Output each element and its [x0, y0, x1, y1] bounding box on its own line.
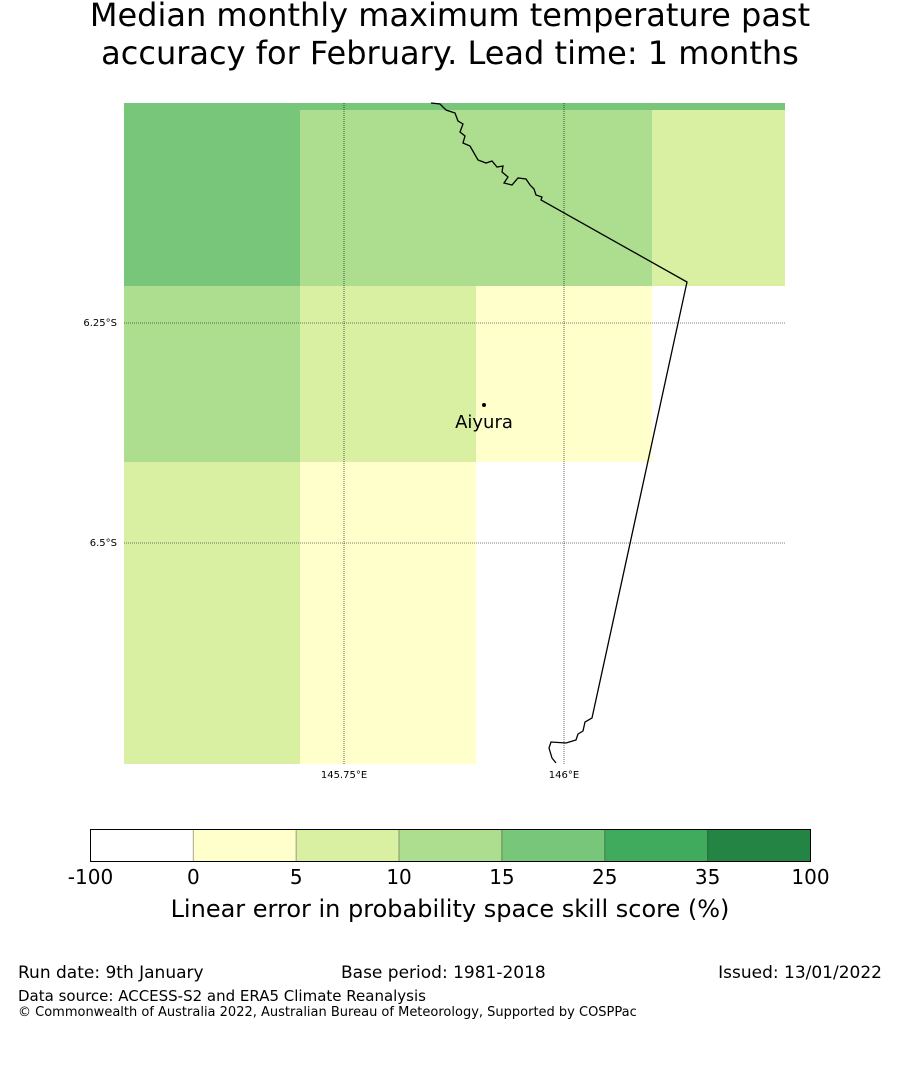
grid-cell [124, 110, 300, 286]
colorbar-tick-label: 5 [289, 865, 303, 889]
skill-grid [124, 103, 785, 764]
colorbar-segment [398, 829, 503, 862]
colorbar-tick-label: 25 [592, 865, 618, 889]
place-label: Aiyura [455, 412, 513, 433]
issued-date: Issued: 13/01/2022 [718, 963, 882, 983]
colorbar-segment [707, 829, 812, 862]
colorbar-tick-label: 0 [186, 865, 200, 889]
grid-cell [652, 110, 785, 286]
run-date: Run date: 9th January [18, 963, 204, 983]
gridlines [124, 103, 785, 764]
colorbar-tick-label: 100 [791, 865, 830, 889]
grid-cell [124, 286, 300, 462]
colorbar-segment [295, 829, 400, 862]
title-line-1: Median monthly maximum temperature past [89, 0, 811, 34]
skill-map: Aiyura 6.25°S 6.5°S 145.75°E 146°E [83, 102, 785, 781]
colorbar-frame [90, 829, 811, 862]
lat-tick-label: 6.25°S [83, 318, 117, 329]
colorbar-segment [604, 829, 709, 862]
grid-cell [300, 110, 476, 286]
data-source: Data source: ACCESS-S2 and ERA5 Climate … [18, 987, 426, 1005]
colorbar-title: Linear error in probability space skill … [170, 895, 730, 923]
colorbar-segment [501, 829, 606, 862]
colorbar-segment [90, 829, 194, 862]
colorbar [90, 829, 812, 862]
colorbar-tick-label: 10 [386, 865, 412, 889]
colorbar-tick-label: -100 [67, 865, 114, 889]
aiyura-marker [482, 403, 486, 407]
grid-cell [124, 103, 785, 110]
lon-tick-label: 146°E [549, 770, 579, 781]
lat-tick-label: 6.5°S [90, 538, 117, 549]
colorbar-segment [192, 829, 297, 862]
title-line-2: accuracy for February. Lead time: 1 mont… [101, 34, 799, 72]
grid-cell [300, 462, 476, 764]
colorbar-tick-label: 35 [694, 865, 721, 889]
coastline [430, 102, 688, 764]
grid-cell [300, 286, 476, 462]
base-period: Base period: 1981-2018 [341, 963, 546, 983]
lon-tick-label: 145.75°E [321, 770, 367, 781]
grid-cell [124, 462, 300, 764]
copyright: © Commonwealth of Australia 2022, Austra… [18, 1005, 637, 1020]
map-title: Median monthly maximum temperature past … [0, 0, 900, 72]
colorbar-tick-label: 15 [489, 865, 515, 889]
